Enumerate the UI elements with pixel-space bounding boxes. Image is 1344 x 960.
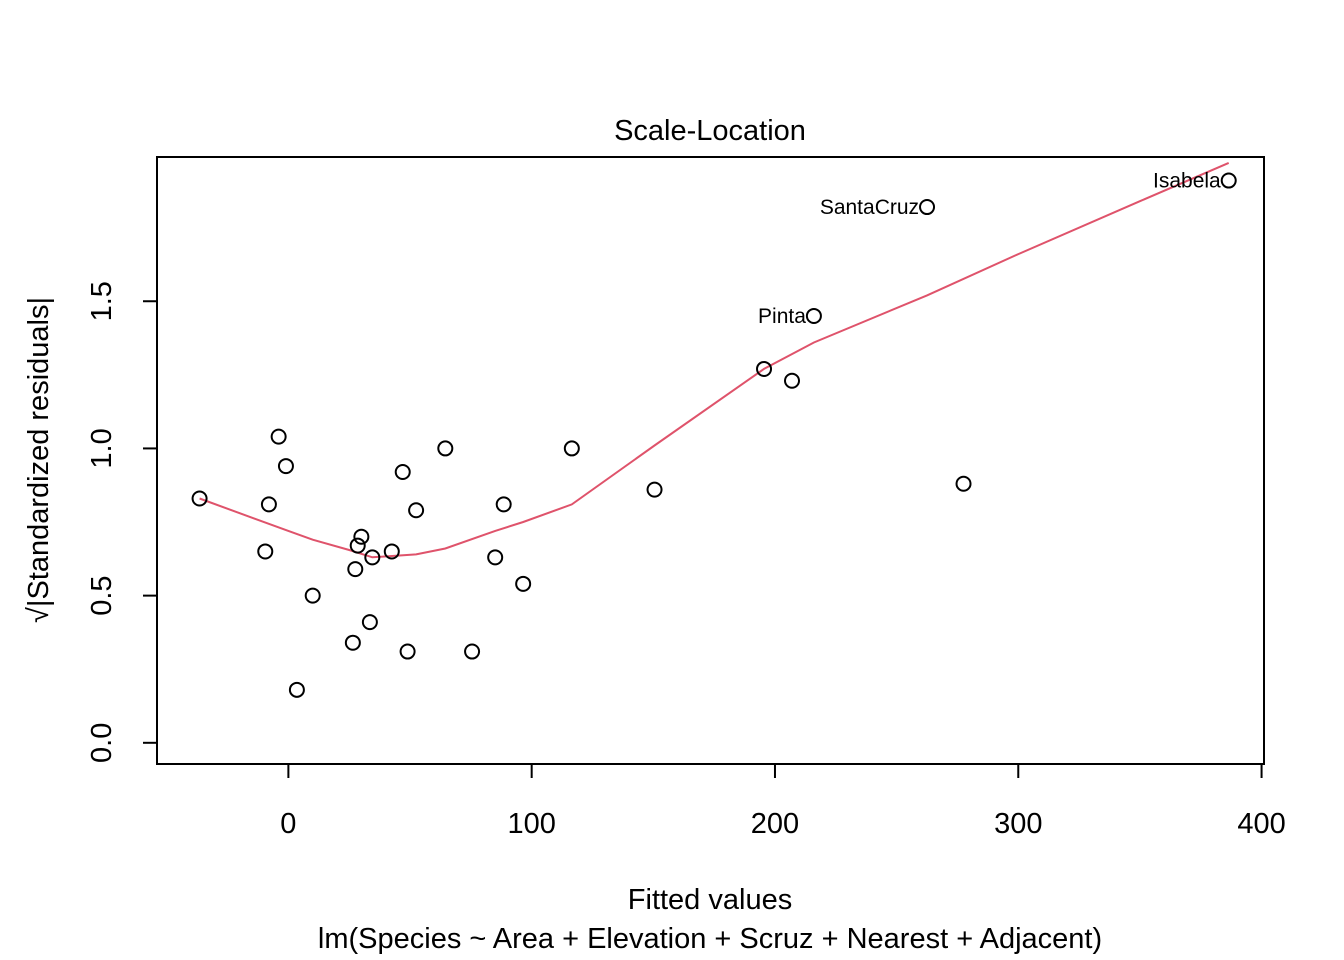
data-point <box>919 199 936 216</box>
data-point <box>784 372 801 389</box>
x-tick-label: 300 <box>994 808 1042 840</box>
chart-title: Scale-Location <box>614 115 806 147</box>
data-point <box>364 549 381 566</box>
data-point <box>288 681 305 698</box>
data-point <box>487 549 504 566</box>
data-point <box>646 481 663 498</box>
data-point <box>756 360 773 377</box>
y-tick-label: 0.0 <box>86 723 118 763</box>
data-point <box>1220 172 1237 189</box>
data-point <box>361 614 378 631</box>
y-tick-label: 0.5 <box>86 575 118 615</box>
data-point <box>349 537 366 554</box>
data-point <box>495 496 512 513</box>
plot-frame <box>156 156 1265 765</box>
x-axis-label: Fitted values <box>628 884 792 916</box>
smoother-line <box>199 161 1230 559</box>
point-label: Pinta <box>758 305 806 328</box>
point-labels-layer: Pinta SantaCruz Isabela <box>758 170 1221 328</box>
point-label: SantaCruz <box>820 196 919 219</box>
y-tick-label: 1.0 <box>86 428 118 468</box>
data-point <box>464 643 481 660</box>
smoother-layer <box>199 161 1230 559</box>
data-point <box>515 575 532 592</box>
data-point <box>394 463 411 480</box>
data-point <box>383 543 400 560</box>
data-point <box>347 561 364 578</box>
data-point <box>353 528 370 545</box>
x-axis: 0 100 200 300 400 <box>280 763 1286 840</box>
data-point <box>260 496 277 513</box>
point-label: Isabela <box>1153 170 1221 193</box>
data-point <box>270 428 287 445</box>
x-tick-label: 200 <box>751 808 799 840</box>
data-point <box>563 440 580 457</box>
points-layer <box>191 172 1237 698</box>
data-point <box>399 643 416 660</box>
data-point <box>805 307 822 324</box>
data-point <box>955 475 972 492</box>
y-tick-label: 1.5 <box>86 281 118 321</box>
data-point <box>277 458 294 475</box>
data-point <box>304 587 321 604</box>
y-axis-label: √|Standardized residuals| <box>23 297 55 623</box>
data-point <box>408 502 425 519</box>
data-point <box>437 440 454 457</box>
model-formula-caption: lm(Species ~ Area + Elevation + Scruz + … <box>318 923 1102 955</box>
y-axis: 0.0 0.5 1.0 1.5 <box>86 281 158 763</box>
x-tick-label: 400 <box>1237 808 1285 840</box>
x-tick-label: 0 <box>280 808 296 840</box>
x-tick-label: 100 <box>507 808 555 840</box>
data-point <box>191 490 208 507</box>
data-point <box>257 543 274 560</box>
data-point <box>344 634 361 651</box>
